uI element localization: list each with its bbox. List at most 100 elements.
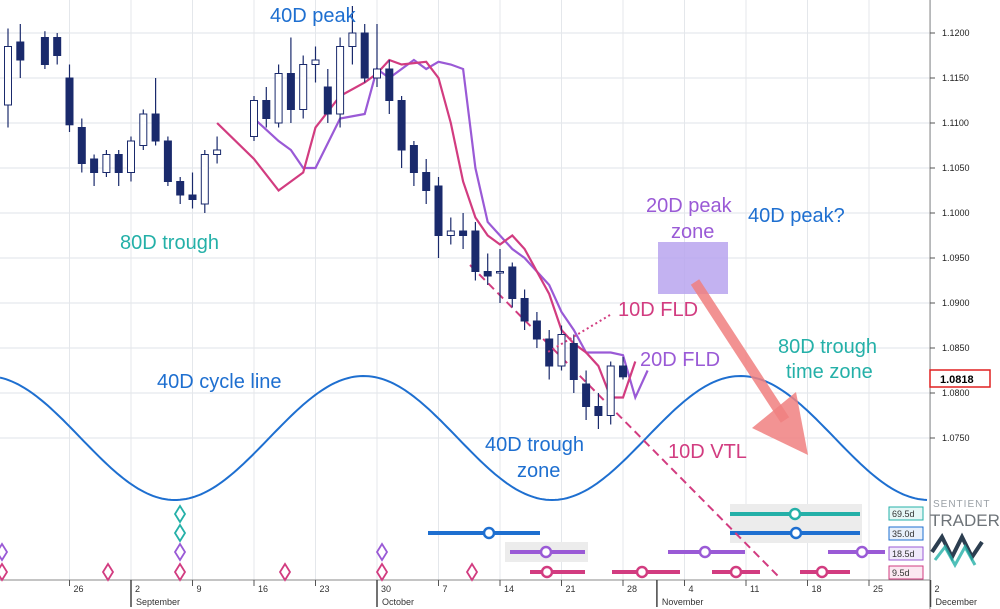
candle [311,46,320,83]
candle-body [40,37,49,65]
date-tick-label: 16 [258,584,268,594]
date-tick-label: 11 [750,584,759,594]
candle-body [65,77,74,126]
cycle-diamond [0,542,9,562]
candle-body [373,68,381,79]
candle [336,37,345,128]
candle [102,150,111,177]
price-tick-label: 1.0800 [942,388,970,398]
candle [459,213,468,249]
candle [286,37,295,123]
candle-body [176,181,185,196]
svg-text:18.5d: 18.5d [892,549,915,559]
candle-body [311,59,320,65]
label-40d-cycle-line: 40D cycle line [157,371,282,393]
candle [127,136,135,182]
candle [397,96,406,168]
label-20d-peak-zone-1: 20D peak [646,195,733,217]
candle [582,370,591,420]
candle [496,249,504,303]
candle-body [200,154,209,205]
price-tick-label: 1.1200 [942,28,970,38]
zone-18d-b-marker [698,545,712,559]
candle [446,217,455,245]
cycle-diamond [173,523,187,543]
svg-text:1.0818: 1.0818 [940,374,974,386]
price-tick-label: 1.1150 [942,73,969,83]
sentient-trader-logo: SENTIENT TRADER [930,499,1000,569]
candle [385,60,394,114]
candle [114,150,123,186]
candle-body [422,172,431,191]
candle-body [53,37,62,56]
cycle-diamond [375,542,389,562]
candle [188,172,197,209]
svg-text:SENTIENT: SENTIENT [933,499,990,510]
projection-arrow [690,279,808,455]
zone-18d-c-marker [855,545,869,559]
price-tick-label: 1.0900 [942,298,970,308]
candle [323,69,332,123]
label-80d-trough: 80D trough [120,232,219,254]
label-20d-peak-zone-2: zone [671,221,714,243]
price-tick-label: 1.0950 [942,253,970,263]
candle-body [114,154,123,173]
candle-body [496,271,504,274]
month-label: November [662,597,704,607]
candle-body [594,406,603,416]
cycle-diamond [173,504,187,524]
candle-body [77,127,86,164]
candle [16,24,25,78]
candle [434,177,443,258]
candles [4,6,627,429]
candle [250,96,258,141]
label-40d-trough-zone-2: zone [517,460,560,482]
candle-body [434,185,443,236]
candle [176,177,185,204]
candle [4,28,12,128]
cycle-label-9-5d: 9.5d [888,565,924,580]
date-tick-label: 25 [873,584,883,594]
label-80d-trough-time-zone-1: 80D trough [778,336,877,358]
date-tick-label: 2 [935,584,940,594]
zone-18d-a-marker [539,545,553,559]
candle-body [483,271,492,277]
date-tick-label: 30 [381,584,391,594]
candle-body [569,343,578,380]
cycle-diamond [375,562,389,582]
candle-body [619,365,627,378]
candle-body [250,100,258,137]
candle-body [151,113,160,142]
candle [483,253,492,285]
zone-69d-marker [788,507,802,521]
date-tick-label: 23 [320,584,330,594]
candle-body [262,100,271,119]
label-40d-trough-zone-1: 40D trough [485,434,584,456]
candle-body [163,140,172,182]
label-20d-fld: 20D FLD [640,349,720,371]
candle [619,357,627,380]
current-price-badge: 1.0818 [929,369,991,388]
price-tick-label: 1.0850 [942,343,970,353]
label-80d-trough-time-zone-2: time zone [786,361,873,383]
label-10d-fld: 10D FLD [618,299,698,321]
candle [409,141,418,186]
month-label: September [136,597,180,607]
candle-body [127,140,135,173]
date-tick-label: 2 [135,584,140,594]
candle [471,222,480,281]
candle-body [385,68,394,101]
label-10d-vtl: 10D VTL [668,441,747,463]
candle-body [545,338,554,367]
candle-body [274,73,283,124]
cycle-diamond [173,542,187,562]
price-tick-label: 1.0750 [942,433,970,443]
candle-body [336,46,345,115]
candle-body [471,230,480,272]
candle [77,118,86,173]
candle-body [213,149,222,155]
candle [90,154,99,186]
date-tick-label: 21 [566,584,576,594]
cycle-diamond [278,562,292,582]
